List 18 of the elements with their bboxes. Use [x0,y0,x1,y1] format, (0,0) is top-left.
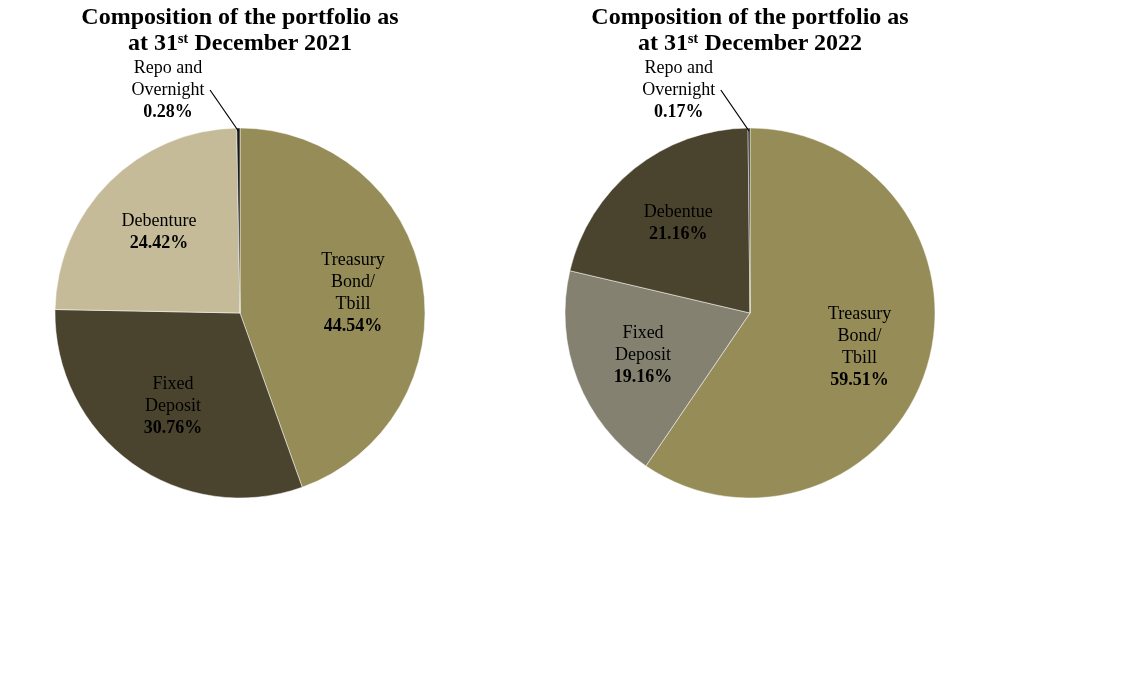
slice-label: Treasury Bond/ Tbill [321,249,385,314]
data-label: 59.51% [830,368,889,389]
data-label: 19.16% [613,365,673,386]
slice-label: Treasury Bond/ Tbill [827,302,892,367]
slice-label: Repo and Overnight [131,57,205,100]
data-label: 21.16% [649,223,708,244]
data-label: 24.42% [129,231,189,252]
data-label: 44.54% [323,315,383,336]
data-label: 30.76% [143,417,203,438]
slice-label: Fixed Deposit [615,321,672,364]
slice-label: Debentue [643,201,713,222]
chart-title: Composition of the portfolio as at 31ˢᵗ December 2022 [591,3,909,55]
slice-label: Repo and Overnight [642,57,716,99]
slice-label: Fixed Deposit [145,373,202,416]
chart-title: Composition of the portfolio as at 31ˢᵗ December 2021 [81,3,399,56]
data-label: 0.28% [143,101,193,122]
data-label: 0.17% [654,101,704,121]
slice-label: Debenture [121,209,197,230]
